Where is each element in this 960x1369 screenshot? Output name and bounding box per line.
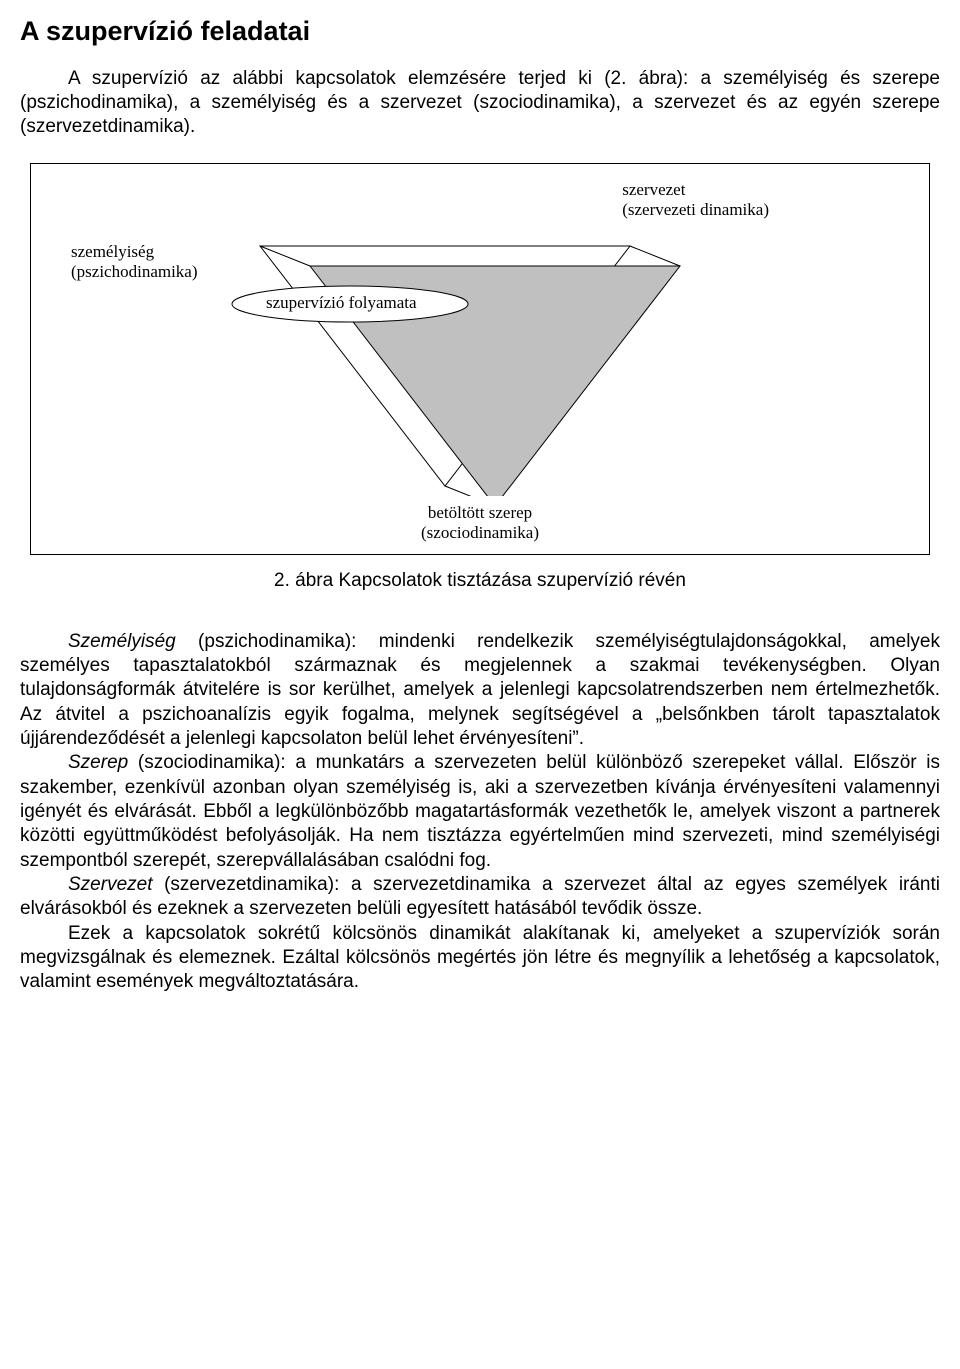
term-role: Szerep [68,752,128,773]
page-title: A szupervízió feladatai [20,14,940,49]
diagram-label-line: (pszichodinamika) [71,262,198,281]
triangle-diagram [230,216,730,496]
diagram-label-personality: személyiség (pszichodinamika) [71,242,198,281]
diagram-label-line: betöltött szerep [428,503,532,522]
paragraph-role: Szerep (szociodinamika): a munkatárs a s… [20,751,940,873]
paragraph-text: Ezek a kapcsolatok sokrétű kölcsönös din… [20,923,940,993]
paragraph-text: (szociodinamika): a munkatárs a szerveze… [20,752,940,870]
intro-paragraph: A szupervízió az alábbi kapcsolatok elem… [20,67,940,140]
document-page: A szupervízió feladatai A szupervízió az… [0,0,960,1014]
diagram-container: szervezet (szervezeti dinamika) személyi… [30,163,930,555]
diagram-label-process: szupervízió folyamata [266,293,417,313]
paragraph-organization: Szervezet (szervezetdinamika): a szervez… [20,873,940,922]
diagram-label-line: (szervezeti dinamika) [622,200,769,219]
paragraph-personality: Személyiség (pszichodinamika): mindenki … [20,630,940,752]
diagram-label-organization: szervezet (szervezeti dinamika) [622,180,769,219]
diagram-label-line: személyiség [71,242,154,261]
triangle-edge-2 [630,246,680,266]
term-personality: Személyiség [68,631,176,652]
term-organization: Szervezet [68,874,152,895]
diagram-label-role: betöltött szerep (szociodinamika) [421,503,539,542]
paragraph-text: (szervezetdinamika): a szervezetdinamika… [20,874,940,919]
diagram-label-line: (szociodinamika) [421,523,539,542]
diagram-label-line: szervezet [622,180,685,199]
figure-caption: 2. ábra Kapcsolatok tisztázása szupervíz… [20,569,940,593]
paragraph-summary: Ezek a kapcsolatok sokrétű kölcsönös din… [20,922,940,995]
